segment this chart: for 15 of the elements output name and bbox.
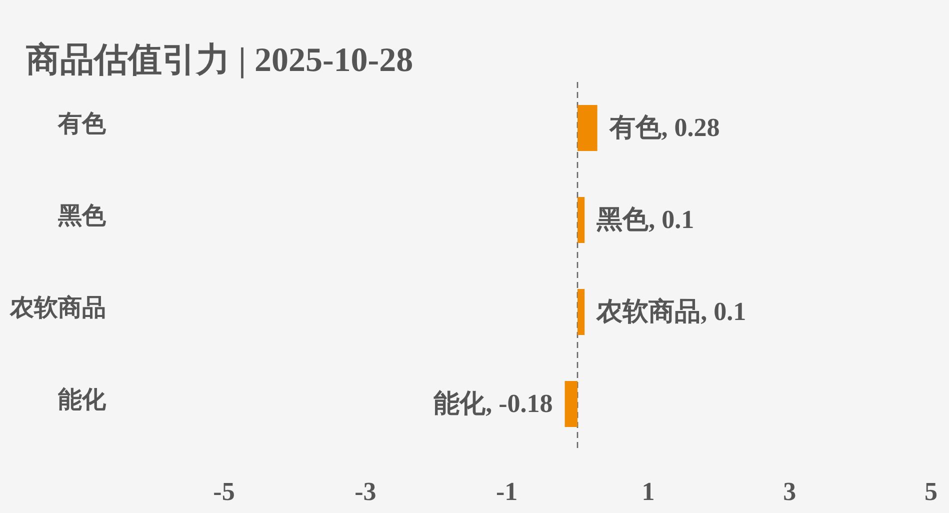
data-label: 能化, -0.18 [434, 388, 553, 418]
x-tick-label: -5 [213, 477, 235, 506]
y-tick-label: 有色 [57, 110, 107, 138]
x-tick-label: 1 [642, 477, 655, 506]
data-label: 黑色, 0.1 [596, 204, 694, 234]
y-tick-label: 黑色 [57, 202, 107, 230]
x-tick-label: -1 [496, 477, 518, 506]
x-tick-label: 5 [924, 477, 938, 506]
data-label: 农软商品, 0.1 [596, 296, 746, 326]
y-tick-label: 能化 [58, 386, 107, 414]
x-tick-label: -3 [354, 477, 376, 506]
x-tick-label: 3 [783, 477, 796, 506]
data-label: 有色, 0.28 [608, 112, 720, 142]
y-tick-label: 农软商品 [9, 294, 106, 322]
chart-title: 商品估值引力 | 2025-10-28 [26, 41, 414, 79]
